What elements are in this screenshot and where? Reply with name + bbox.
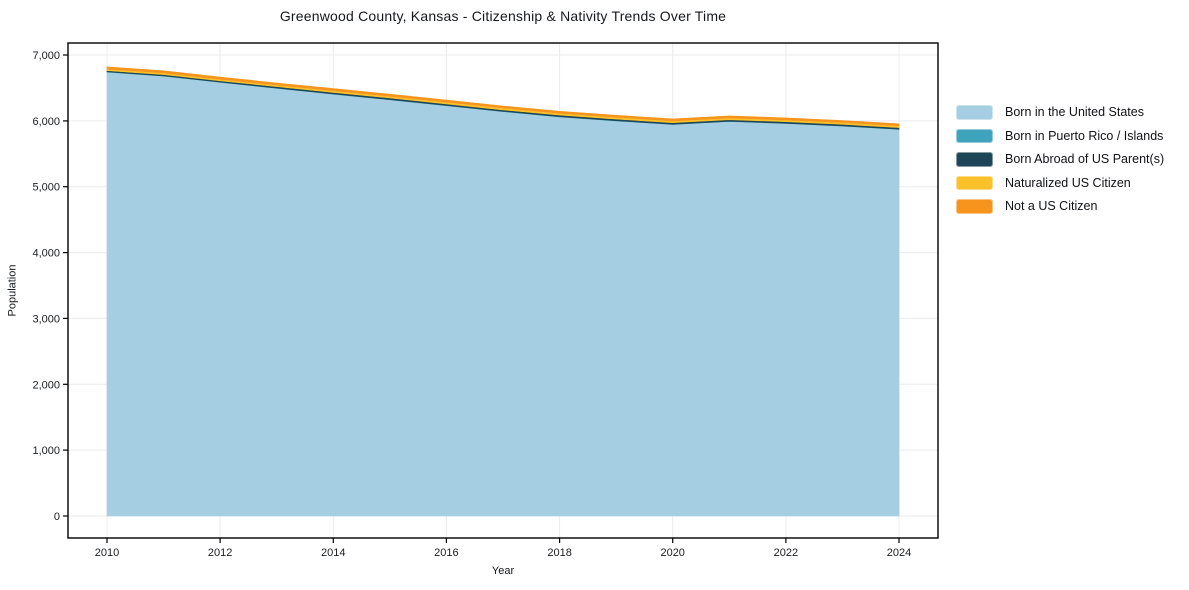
legend-item-1: Born in Puerto Rico / Islands — [956, 128, 1164, 143]
y-tick-label: 0 — [54, 511, 60, 523]
area-series-0 — [106, 71, 900, 517]
x-tick-label: 2014 — [321, 547, 345, 559]
x-axis-label: Year — [491, 565, 515, 577]
x-tick-label: 2016 — [434, 547, 458, 559]
area-series-4 — [106, 66, 900, 127]
y-tick-label: 7,000 — [32, 50, 60, 62]
legend-swatch — [956, 199, 993, 214]
legend-label: Born Abroad of US Parent(s) — [1005, 152, 1165, 166]
legend-swatch — [956, 128, 993, 143]
legend-label: Naturalized US Citizen — [1005, 175, 1131, 190]
legend: Born in the United States Born in Puerto … — [956, 105, 1164, 214]
x-tick-label: 2010 — [95, 547, 119, 559]
legend-item-0: Born in the United States — [956, 105, 1164, 120]
legend-label: Born in the United States — [1005, 105, 1144, 119]
y-tick-label: 3,000 — [32, 313, 60, 325]
y-tick-label: 6,000 — [32, 116, 60, 128]
y-tick-label: 4,000 — [32, 248, 60, 260]
y-tick-label: 5,000 — [32, 182, 60, 194]
legend-label: Not a US Citizen — [1005, 199, 1098, 213]
legend-item-4: Not a US Citizen — [956, 199, 1164, 214]
legend-swatch — [956, 175, 993, 190]
legend-item-2: Born Abroad of US Parent(s) — [956, 152, 1164, 167]
y-axis-label: Population — [6, 264, 19, 317]
x-tick-label: 2022 — [774, 547, 798, 559]
x-tick-label: 2012 — [208, 547, 232, 559]
y-tick-label: 1,000 — [32, 445, 60, 457]
legend-swatch — [956, 152, 993, 167]
plot-border — [67, 42, 939, 539]
x-tick-label: 2020 — [660, 547, 684, 559]
legend-item-3: Naturalized US Citizen — [956, 175, 1164, 190]
x-tick-label: 2024 — [887, 547, 911, 559]
chart-title: Greenwood County, Kansas - Citizenship &… — [279, 8, 727, 24]
legend-label: Born in Puerto Rico / Islands — [1005, 128, 1164, 143]
x-tick-label: 2018 — [547, 547, 571, 559]
legend-swatch — [956, 105, 993, 120]
y-tick-label: 2,000 — [32, 379, 60, 391]
